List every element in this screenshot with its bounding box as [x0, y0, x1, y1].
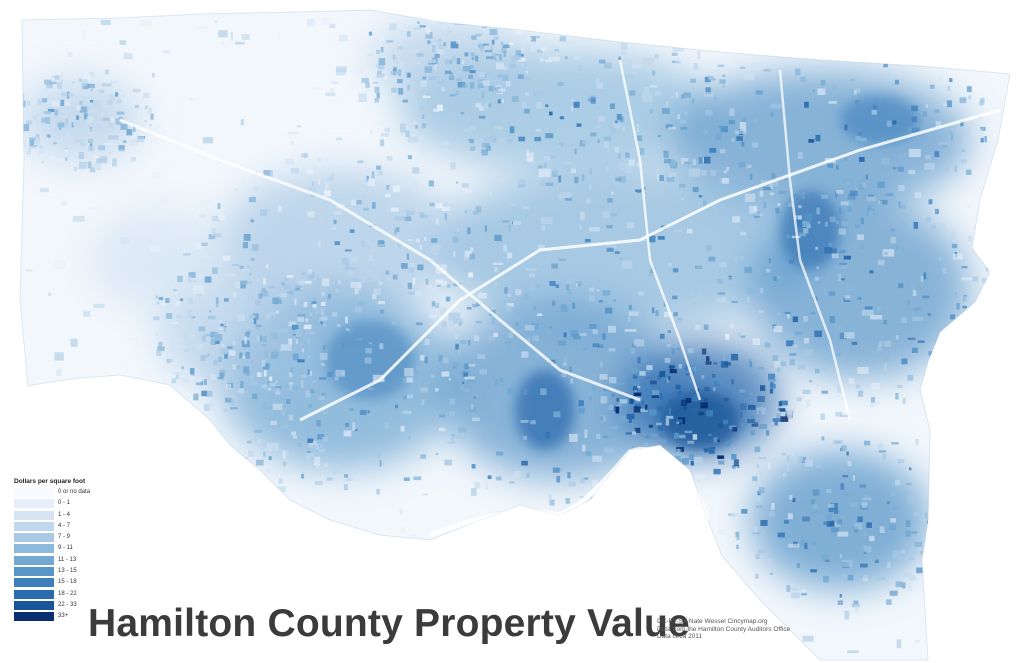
- highway: [119, 118, 641, 402]
- legend-item: 18 - 22: [14, 589, 94, 601]
- legend-rows: 0 or no data 0 - 1 1 - 4 4 - 7 7 - 9 9 - 11 11…: [14, 488, 94, 624]
- legend-label: 7 - 9: [58, 534, 71, 541]
- legend-item: 1 - 4: [14, 510, 94, 522]
- legend-swatch: [14, 612, 54, 622]
- legend-label: 4 - 7: [58, 522, 71, 529]
- legend-item: 33+: [14, 612, 94, 623]
- legend-swatch: [14, 510, 54, 520]
- legend-label: 0 or no data: [58, 489, 91, 495]
- legend-item: 11 - 13: [14, 555, 94, 567]
- legend-item: 9 - 11: [14, 544, 94, 555]
- legend-swatch: [14, 600, 54, 610]
- legend-item: 22 - 33: [14, 600, 94, 612]
- legend-title: Dollars per square foot: [14, 478, 86, 485]
- legend-label: 22 - 33: [58, 601, 77, 608]
- legend-label: 9 - 11: [58, 545, 73, 552]
- legend-label: 18 - 22: [58, 590, 77, 597]
- legend-swatch: [14, 555, 54, 565]
- map-title: Hamilton County Property Value: [88, 602, 690, 645]
- credits: CC-BY-SA Nate Wessel Cincymap.org Data f…: [657, 618, 790, 641]
- legend-label: 1 - 4: [58, 511, 71, 518]
- legend-item: 15 - 18: [14, 578, 94, 589]
- legend-label: 0 - 1: [58, 500, 71, 507]
- highway: [618, 59, 702, 401]
- legend-swatch: [14, 499, 54, 509]
- highway: [778, 69, 852, 421]
- legend-item: 7 - 9: [14, 533, 94, 544]
- legend-swatch: [14, 533, 54, 543]
- legend-swatch: [14, 521, 54, 531]
- legend-label: 13 - 15: [58, 568, 77, 575]
- legend-item: 0 or no data: [14, 488, 94, 499]
- credit-line-source: Data from the Hamilton County Auditors O…: [657, 625, 791, 633]
- legend-swatch: [14, 578, 54, 588]
- parcel-tiles: [20, 11, 1010, 660]
- legend-swatch: [14, 544, 54, 554]
- legend-label: 15 - 18: [58, 579, 77, 586]
- legend-item: 13 - 15: [14, 567, 94, 578]
- legend-label: 33+: [58, 613, 69, 620]
- legend-item: 4 - 7: [14, 521, 94, 533]
- legend-item: 0 - 1: [14, 499, 94, 510]
- highway: [299, 108, 1001, 422]
- value-fields: [20, 11, 1010, 660]
- legend-swatch: [14, 589, 54, 599]
- credit-line-author: CC-BY-SA Nate Wessel Cincymap.org: [657, 618, 768, 625]
- map-legend: Dollars per square foot 0 or no data 0 - …: [14, 478, 94, 624]
- legend-swatch: [14, 567, 54, 577]
- legend-label: 11 - 13: [58, 556, 77, 563]
- credit-line-date: Data circa 2011: [657, 633, 703, 641]
- legend-swatch: [14, 488, 54, 497]
